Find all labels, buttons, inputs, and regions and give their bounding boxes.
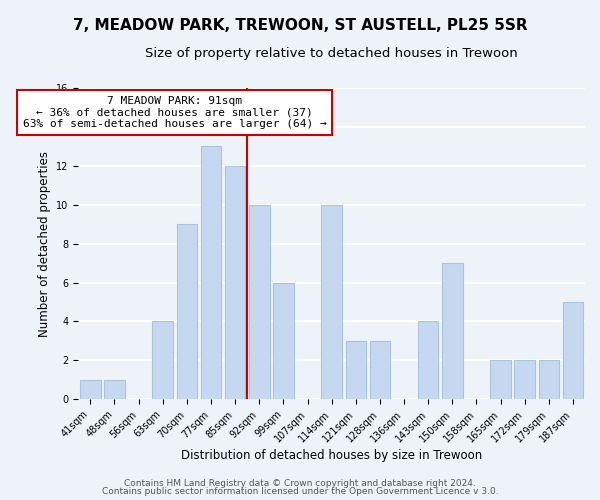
Bar	[442, 263, 463, 400]
Bar	[104, 380, 125, 400]
Text: Contains HM Land Registry data © Crown copyright and database right 2024.: Contains HM Land Registry data © Crown c…	[124, 478, 476, 488]
X-axis label: Distribution of detached houses by size in Trewoon: Distribution of detached houses by size …	[181, 450, 482, 462]
Bar	[346, 341, 366, 400]
Bar	[225, 166, 245, 400]
Bar	[490, 360, 511, 400]
Y-axis label: Number of detached properties: Number of detached properties	[38, 150, 50, 336]
Bar	[249, 205, 269, 400]
Bar	[563, 302, 583, 400]
Bar	[322, 205, 342, 400]
Bar	[273, 282, 293, 400]
Bar	[176, 224, 197, 400]
Bar	[152, 322, 173, 400]
Bar	[514, 360, 535, 400]
Bar	[418, 322, 439, 400]
Text: 7, MEADOW PARK, TREWOON, ST AUSTELL, PL25 5SR: 7, MEADOW PARK, TREWOON, ST AUSTELL, PL2…	[73, 18, 527, 32]
Text: 7 MEADOW PARK: 91sqm
← 36% of detached houses are smaller (37)
63% of semi-detac: 7 MEADOW PARK: 91sqm ← 36% of detached h…	[23, 96, 326, 129]
Bar	[370, 341, 390, 400]
Bar	[201, 146, 221, 400]
Text: Contains public sector information licensed under the Open Government Licence v : Contains public sector information licen…	[101, 487, 499, 496]
Bar	[80, 380, 101, 400]
Title: Size of property relative to detached houses in Trewoon: Size of property relative to detached ho…	[145, 48, 518, 60]
Bar	[539, 360, 559, 400]
